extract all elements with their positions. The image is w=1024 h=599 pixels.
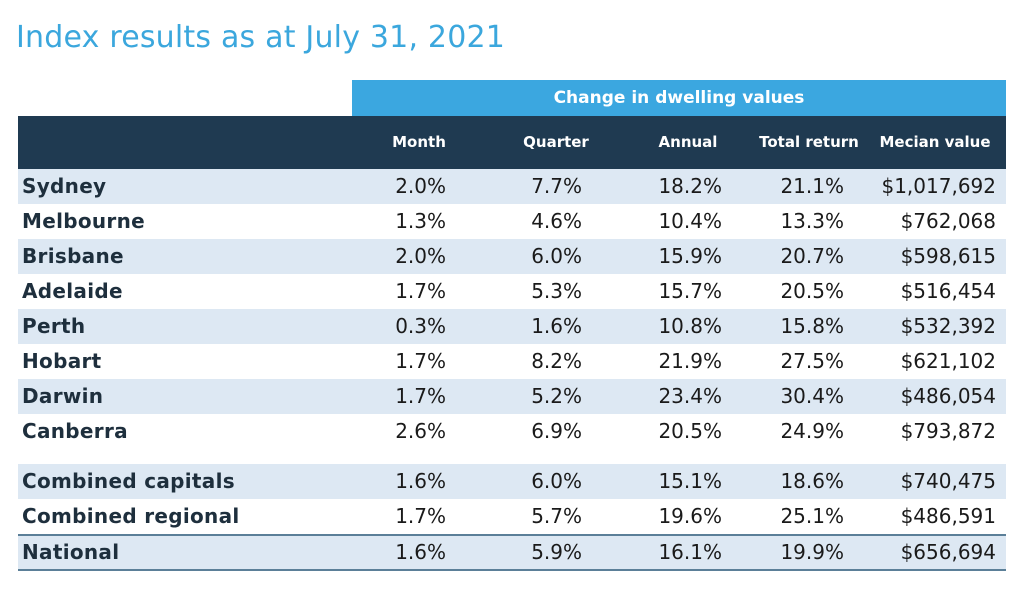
row-label: Hobart xyxy=(22,349,102,373)
table-row: Melbourne 1.3% 4.6% 10.4% 13.3% $762,068 xyxy=(18,204,1006,239)
cell-total-return: 20.5% xyxy=(780,279,844,303)
row-label: Brisbane xyxy=(22,244,124,268)
cell-median-value: $532,392 xyxy=(900,314,996,338)
cell-annual: 20.5% xyxy=(658,419,722,443)
cell-total-return: 30.4% xyxy=(780,384,844,408)
row-label: Combined capitals xyxy=(22,469,235,493)
table-row: Adelaide 1.7% 5.3% 15.7% 20.5% $516,454 xyxy=(18,274,1006,309)
cell-month: 1.6% xyxy=(395,540,446,564)
cell-annual: 16.1% xyxy=(658,540,722,564)
cell-quarter: 6.9% xyxy=(531,419,582,443)
column-header-month: Month xyxy=(392,133,446,151)
column-header-median-value: Mecian value xyxy=(879,133,991,151)
cell-annual: 10.4% xyxy=(658,209,722,233)
column-header-annual: Annual xyxy=(658,133,718,151)
row-label: Perth xyxy=(22,314,86,338)
table-row: Sydney 2.0% 7.7% 18.2% 21.1% $1,017,692 xyxy=(18,169,1006,204)
table-row: Combined regional 1.7% 5.7% 19.6% 25.1% … xyxy=(18,499,1006,534)
cell-annual: 15.1% xyxy=(658,469,722,493)
cell-total-return: 24.9% xyxy=(780,419,844,443)
row-label: Sydney xyxy=(22,174,107,198)
cell-month: 0.3% xyxy=(395,314,446,338)
cell-annual: 18.2% xyxy=(658,174,722,198)
table-row: Darwin 1.7% 5.2% 23.4% 30.4% $486,054 xyxy=(18,379,1006,414)
table-row-national: National 1.6% 5.9% 16.1% 19.9% $656,694 xyxy=(18,534,1006,571)
table-row: Brisbane 2.0% 6.0% 15.9% 20.7% $598,615 xyxy=(18,239,1006,274)
cell-annual: 15.7% xyxy=(658,279,722,303)
cell-median-value: $1,017,692 xyxy=(881,174,996,198)
cell-annual: 15.9% xyxy=(658,244,722,268)
cell-quarter: 5.3% xyxy=(531,279,582,303)
row-label: Adelaide xyxy=(22,279,123,303)
cell-median-value: $598,615 xyxy=(900,244,996,268)
cell-total-return: 27.5% xyxy=(780,349,844,373)
cell-month: 2.0% xyxy=(395,174,446,198)
cell-median-value: $621,102 xyxy=(900,349,996,373)
cell-month: 1.7% xyxy=(395,384,446,408)
group-header-change-in-dwelling-values: Change in dwelling values xyxy=(352,80,1006,116)
cell-quarter: 8.2% xyxy=(531,349,582,373)
cell-annual: 21.9% xyxy=(658,349,722,373)
cell-median-value: $486,591 xyxy=(900,504,996,528)
cell-total-return: 25.1% xyxy=(780,504,844,528)
cell-month: 1.6% xyxy=(395,469,446,493)
cell-quarter: 1.6% xyxy=(531,314,582,338)
cell-quarter: 4.6% xyxy=(531,209,582,233)
cell-total-return: 13.3% xyxy=(780,209,844,233)
cell-median-value: $486,054 xyxy=(900,384,996,408)
cell-annual: 10.8% xyxy=(658,314,722,338)
cell-month: 2.0% xyxy=(395,244,446,268)
cell-quarter: 5.2% xyxy=(531,384,582,408)
table-row: Canberra 2.6% 6.9% 20.5% 24.9% $793,872 xyxy=(18,414,1006,449)
row-label: Darwin xyxy=(22,384,104,408)
page-title: Index results as at July 31, 2021 xyxy=(16,20,506,55)
table-row: Perth 0.3% 1.6% 10.8% 15.8% $532,392 xyxy=(18,309,1006,344)
row-label: Canberra xyxy=(22,419,128,443)
row-label: Melbourne xyxy=(22,209,145,233)
cell-month: 1.3% xyxy=(395,209,446,233)
cell-median-value: $656,694 xyxy=(900,540,996,564)
table-row: Combined capitals 1.6% 6.0% 15.1% 18.6% … xyxy=(18,464,1006,499)
column-header-row: Month Quarter Annual Total return Mecian… xyxy=(18,116,1006,169)
cell-quarter: 6.0% xyxy=(531,469,582,493)
cell-total-return: 19.9% xyxy=(780,540,844,564)
cell-quarter: 7.7% xyxy=(531,174,582,198)
cell-quarter: 5.7% xyxy=(531,504,582,528)
results-table-body: Sydney 2.0% 7.7% 18.2% 21.1% $1,017,692 … xyxy=(18,169,1006,571)
cell-month: 1.7% xyxy=(395,349,446,373)
cell-total-return: 18.6% xyxy=(780,469,844,493)
cell-median-value: $762,068 xyxy=(900,209,996,233)
cell-month: 1.7% xyxy=(395,504,446,528)
column-header-total-return: Total return xyxy=(759,133,859,151)
cell-total-return: 20.7% xyxy=(780,244,844,268)
row-label: Combined regional xyxy=(22,504,240,528)
column-header-quarter: Quarter xyxy=(523,133,589,151)
cell-median-value: $740,475 xyxy=(900,469,996,493)
cell-month: 2.6% xyxy=(395,419,446,443)
cell-median-value: $793,872 xyxy=(900,419,996,443)
cell-month: 1.7% xyxy=(395,279,446,303)
cell-median-value: $516,454 xyxy=(900,279,996,303)
cell-total-return: 15.8% xyxy=(780,314,844,338)
cell-quarter: 6.0% xyxy=(531,244,582,268)
cell-total-return: 21.1% xyxy=(780,174,844,198)
table-row: Hobart 1.7% 8.2% 21.9% 27.5% $621,102 xyxy=(18,344,1006,379)
cell-annual: 19.6% xyxy=(658,504,722,528)
row-label: National xyxy=(22,540,120,564)
cell-annual: 23.4% xyxy=(658,384,722,408)
cell-quarter: 5.9% xyxy=(531,540,582,564)
